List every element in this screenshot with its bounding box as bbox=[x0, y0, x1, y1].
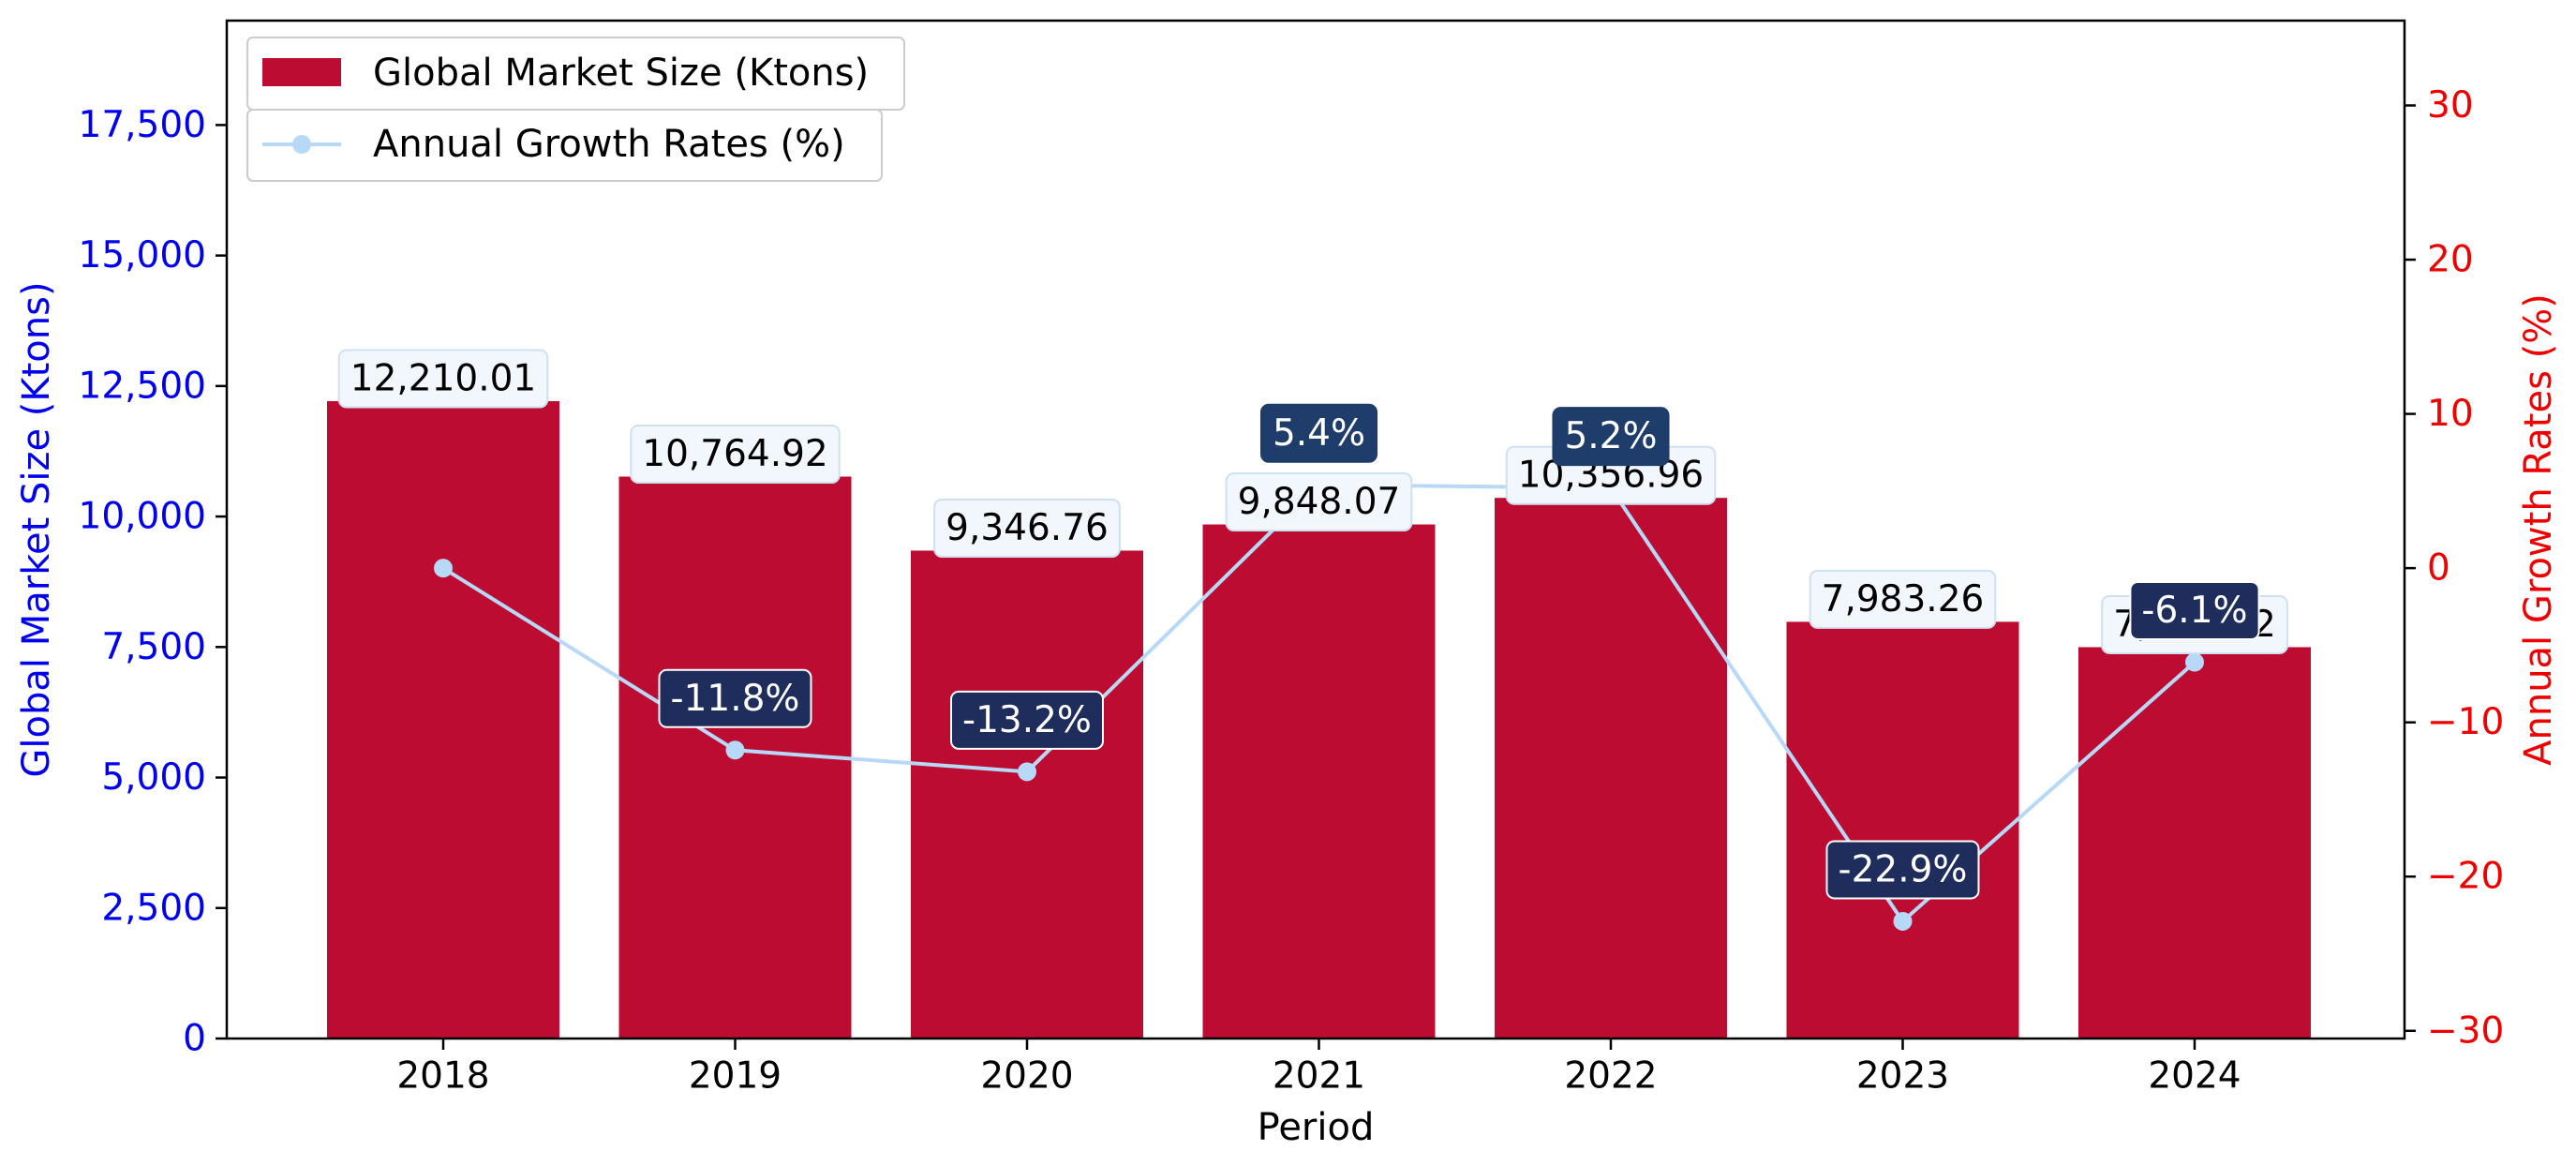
bar-label-2021-text: 9,848.07 bbox=[1238, 481, 1401, 523]
growth-point-2023 bbox=[1893, 911, 1913, 931]
x-axis-title: Period bbox=[1258, 1106, 1375, 1149]
right-y-axis-title: Annual Growth Rates (%) bbox=[2517, 293, 2560, 766]
bar-label-2021-box bbox=[1225, 472, 1413, 532]
x-tick-label: 2023 bbox=[1856, 1055, 1949, 1098]
rate-label-2024-box bbox=[2129, 581, 2260, 641]
legend-label-line: Annual Growth Rates (%) bbox=[373, 123, 845, 166]
x-tick-label: 2020 bbox=[980, 1055, 1073, 1098]
rate-label-2023-box bbox=[1825, 840, 1980, 900]
rate-label-2022-text: 5.2% bbox=[1564, 415, 1657, 457]
left-tick-label: 0 bbox=[183, 1018, 206, 1060]
bar-2023 bbox=[1786, 621, 2019, 1039]
left-tick-label: 7,500 bbox=[101, 626, 206, 668]
bar-label-2019-text: 10,764.92 bbox=[642, 433, 828, 475]
bar-2021 bbox=[1202, 524, 1436, 1039]
rate-label-2019: -11.8% bbox=[658, 668, 812, 728]
left-tick-label: 10,000 bbox=[79, 496, 206, 538]
bar-2020 bbox=[911, 550, 1143, 1039]
rate-label-2022-box bbox=[1552, 407, 1670, 467]
bar-label-2019-box bbox=[630, 424, 841, 484]
growth-point-2024 bbox=[2185, 652, 2204, 672]
rate-label-2020: -13.2% bbox=[950, 690, 1104, 750]
bar-label-2018-box bbox=[337, 349, 549, 409]
rate-label-2022: 5.2% bbox=[1552, 407, 1670, 467]
rate-label-2020-text: -13.2% bbox=[962, 699, 1092, 741]
plot-frame bbox=[225, 19, 2406, 1040]
right-tick-label: −20 bbox=[2427, 856, 2504, 898]
left-tick-label: 5,000 bbox=[101, 756, 206, 799]
bar-label-2021: 9,848.07 bbox=[1225, 472, 1413, 532]
x-tick-label: 2022 bbox=[1564, 1055, 1657, 1098]
rate-label-2021: 5.4% bbox=[1259, 403, 1378, 463]
legend-box-line bbox=[246, 109, 883, 182]
growth-point-2018 bbox=[434, 559, 453, 578]
x-tick-label: 2018 bbox=[396, 1055, 489, 1098]
rate-label-2019-text: -11.8% bbox=[671, 678, 800, 720]
right-y-axis: −30 −20 −10 0 10 20 30 bbox=[2405, 84, 2504, 1052]
left-tick-label: 17,500 bbox=[79, 104, 206, 146]
bar-label-2023-text: 7,983.26 bbox=[1822, 578, 1985, 620]
bar-2024 bbox=[2078, 647, 2311, 1039]
legend-label-bars: Global Market Size (Ktons) bbox=[373, 52, 869, 95]
labels-layer: 12,210.0110,764.929,346.769,848.0710,356… bbox=[337, 349, 2288, 900]
right-tick-label: 20 bbox=[2427, 239, 2474, 281]
rate-label-2024: -6.1% bbox=[2129, 581, 2260, 641]
left-tick-label: 15,000 bbox=[79, 234, 206, 277]
x-axis: 2018 2019 2020 2021 2022 2023 2024 bbox=[396, 1039, 2241, 1098]
rate-label-2023-text: -22.9% bbox=[1839, 848, 1968, 890]
rate-label-2020-box bbox=[950, 690, 1104, 750]
bar-label-2020-box bbox=[933, 498, 1121, 558]
x-tick-label: 2021 bbox=[1273, 1055, 1365, 1098]
bar-label-2018: 12,210.01 bbox=[337, 349, 549, 409]
left-tick-label: 2,500 bbox=[101, 887, 206, 929]
rate-label-2024-text: -6.1% bbox=[2141, 590, 2247, 632]
growth-point-2020 bbox=[1018, 762, 1036, 782]
bar-label-2020-text: 9,346.76 bbox=[946, 507, 1109, 549]
left-y-axis: 0 2,500 5,000 7,500 10,000 12,500 15,000 17,500 bbox=[79, 104, 227, 1060]
right-tick-label: −10 bbox=[2427, 701, 2504, 743]
rate-label-2023: -22.9% bbox=[1825, 840, 1980, 900]
right-tick-label: 10 bbox=[2427, 393, 2474, 435]
bar-2018 bbox=[327, 400, 559, 1039]
x-tick-label: 2019 bbox=[689, 1055, 782, 1098]
growth-point-2019 bbox=[725, 740, 745, 760]
left-tick-label: 12,500 bbox=[79, 365, 206, 407]
right-tick-label: 0 bbox=[2427, 547, 2450, 590]
bar-label-2020: 9,346.76 bbox=[933, 498, 1121, 558]
rate-label-2019-box bbox=[658, 668, 812, 728]
bar-2022 bbox=[1495, 498, 1727, 1039]
x-tick-label: 2024 bbox=[2148, 1055, 2241, 1098]
bar-label-2018-text: 12,210.01 bbox=[350, 357, 537, 399]
left-y-axis-title: Global Market Size (Ktons) bbox=[15, 281, 58, 777]
legend-swatch-bars bbox=[262, 58, 341, 86]
right-tick-label: −30 bbox=[2427, 1009, 2504, 1052]
legend-swatch-marker bbox=[292, 135, 311, 154]
legend: Global Market Size (Ktons) Annual Growth… bbox=[246, 37, 905, 182]
bar-label-2023-box bbox=[1809, 569, 1997, 629]
bar-label-2019: 10,764.92 bbox=[630, 424, 841, 484]
right-tick-label: 30 bbox=[2427, 84, 2474, 127]
rate-label-2021-text: 5.4% bbox=[1273, 412, 1365, 455]
bar-label-2023: 7,983.26 bbox=[1809, 569, 1997, 629]
rate-label-2021-box bbox=[1259, 403, 1378, 463]
